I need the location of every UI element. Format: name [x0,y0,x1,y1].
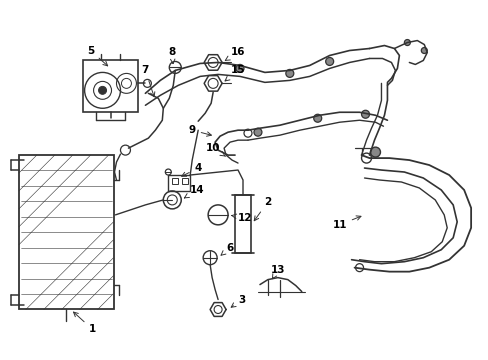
Text: 8: 8 [168,48,176,64]
Text: 16: 16 [225,48,245,60]
Circle shape [361,110,369,118]
Text: 14: 14 [184,185,204,198]
Bar [168,175,190,191]
Text: 3: 3 [231,294,245,307]
Circle shape [325,58,333,66]
Circle shape [99,86,106,94]
Text: 7: 7 [142,66,155,96]
Circle shape [236,64,244,72]
Text: 15: 15 [224,66,245,81]
Bar [82,60,138,112]
Text: 5: 5 [87,45,107,66]
Circle shape [285,69,293,77]
Circle shape [313,114,321,122]
Bar [19,155,113,310]
Bar [182,178,188,184]
Bar [172,178,178,184]
Text: 6: 6 [221,243,233,255]
Text: 11: 11 [332,216,360,230]
Bar [235,195,250,253]
Text: 13: 13 [270,265,285,279]
Text: 12: 12 [231,213,252,223]
Circle shape [421,48,427,54]
Text: 9: 9 [188,125,211,136]
Circle shape [253,128,262,136]
Text: 4: 4 [182,163,202,176]
Circle shape [404,40,409,45]
Text: 10: 10 [205,143,225,156]
Circle shape [370,147,380,157]
Text: 2: 2 [254,197,271,221]
Text: 1: 1 [73,312,96,334]
